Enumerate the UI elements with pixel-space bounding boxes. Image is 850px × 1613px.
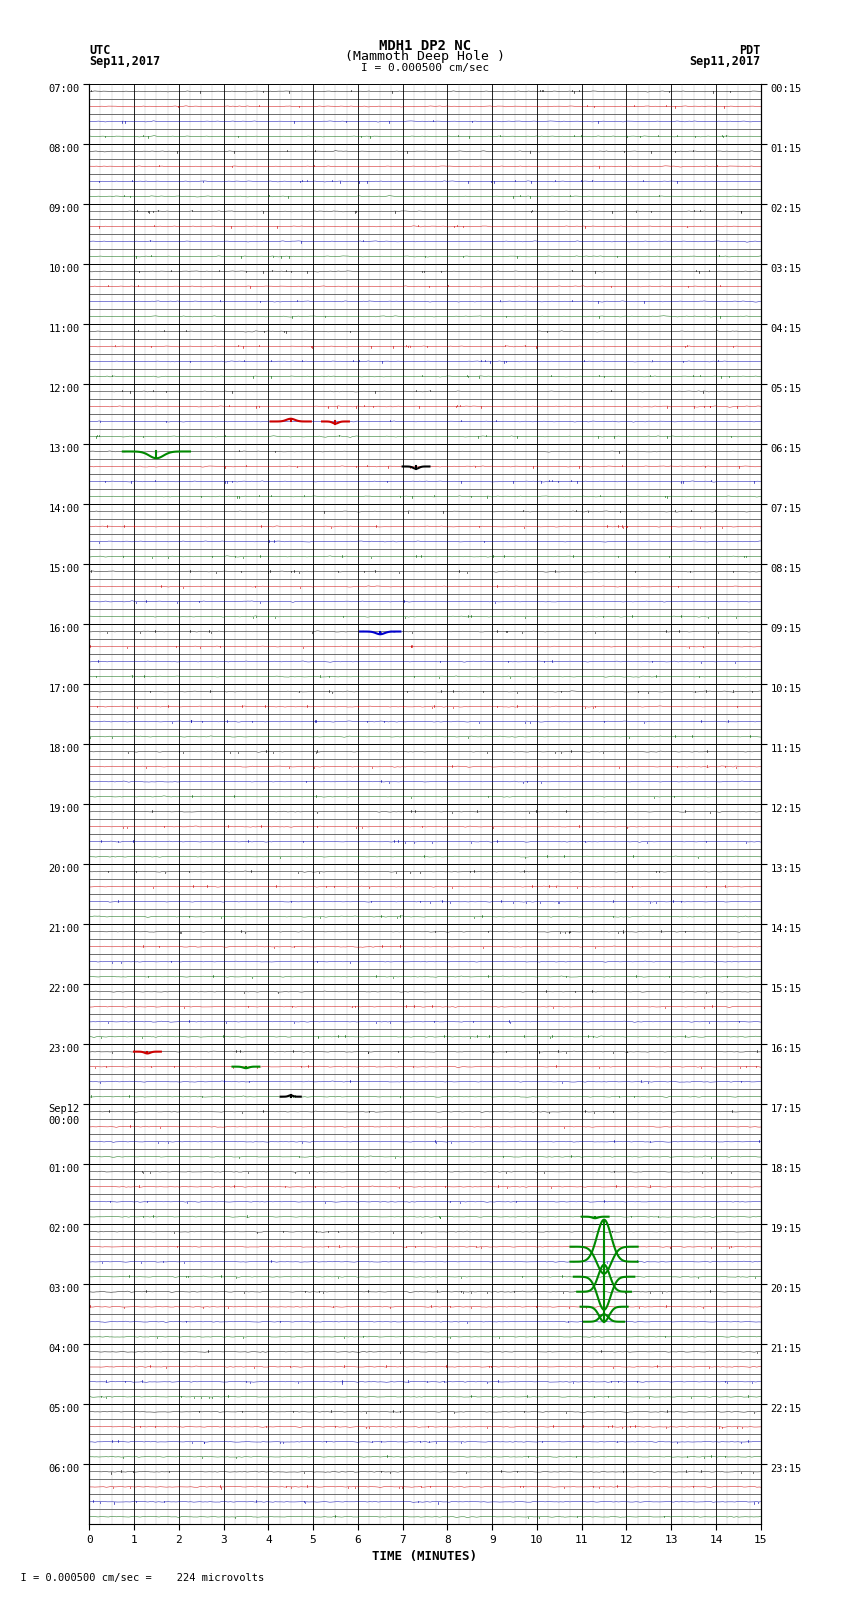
Text: I = 0.000500 cm/sec =    224 microvolts: I = 0.000500 cm/sec = 224 microvolts bbox=[8, 1573, 264, 1582]
Text: MDH1 DP2 NC: MDH1 DP2 NC bbox=[379, 39, 471, 53]
Text: PDT: PDT bbox=[740, 44, 761, 56]
X-axis label: TIME (MINUTES): TIME (MINUTES) bbox=[372, 1550, 478, 1563]
Text: Sep11,2017: Sep11,2017 bbox=[89, 55, 161, 68]
Text: I = 0.000500 cm/sec: I = 0.000500 cm/sec bbox=[361, 63, 489, 73]
Text: Sep11,2017: Sep11,2017 bbox=[689, 55, 761, 68]
Text: UTC: UTC bbox=[89, 44, 110, 56]
Text: (Mammoth Deep Hole ): (Mammoth Deep Hole ) bbox=[345, 50, 505, 63]
